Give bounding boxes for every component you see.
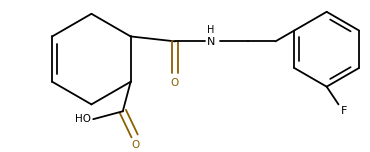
Text: O: O: [131, 140, 140, 150]
Text: F: F: [340, 106, 347, 116]
Text: N: N: [206, 37, 215, 47]
Text: H: H: [206, 25, 214, 35]
Text: O: O: [171, 78, 179, 88]
Text: HO: HO: [75, 114, 91, 124]
